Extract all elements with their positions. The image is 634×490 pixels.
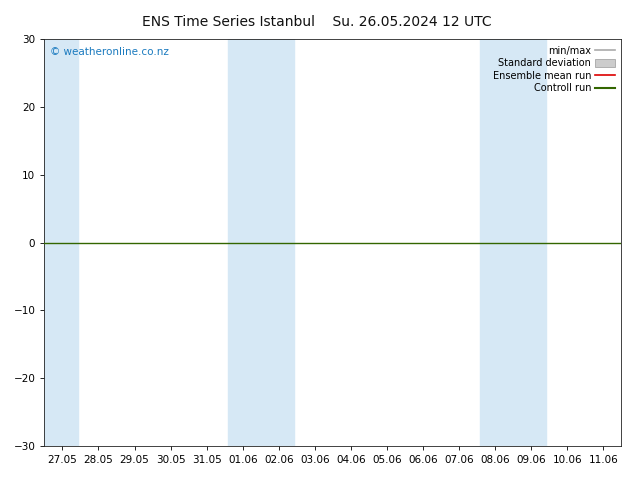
Bar [480, 39, 547, 446]
Bar [44, 39, 77, 446]
Bar [228, 39, 294, 446]
Legend: min/max, Standard deviation, Ensemble mean run, Controll run: min/max, Standard deviation, Ensemble me… [491, 44, 616, 95]
Text: ENS Time Series Istanbul    Su. 26.05.2024 12 UTC: ENS Time Series Istanbul Su. 26.05.2024 … [142, 15, 492, 29]
Text: © weatheronline.co.nz: © weatheronline.co.nz [50, 48, 169, 57]
